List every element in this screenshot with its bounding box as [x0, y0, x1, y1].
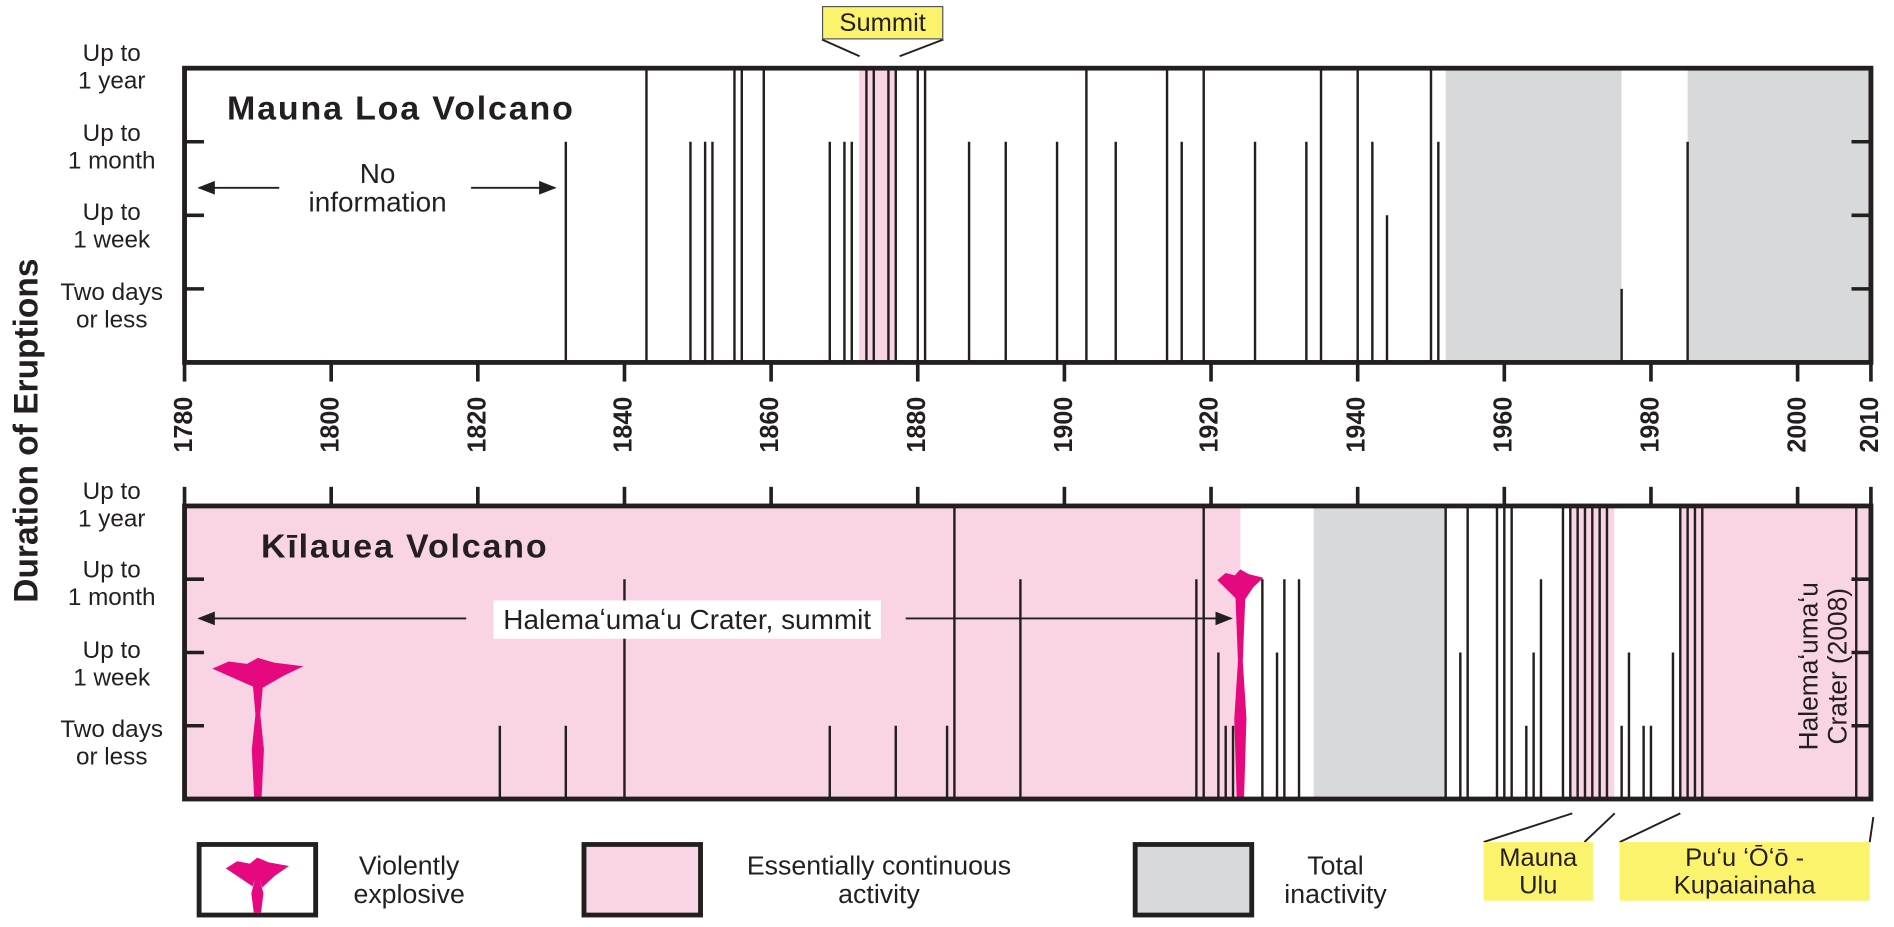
leader	[1583, 812, 1616, 843]
y-tick-label: Up to 1 year	[77, 40, 146, 95]
total-inactivity	[1313, 505, 1446, 800]
y-tick-label: Up to 1 week	[73, 636, 151, 691]
leader	[899, 38, 944, 58]
x-tick-label: 1920	[1196, 396, 1225, 453]
legend-label: Violently explosive	[353, 850, 465, 910]
y-tick-label: Up to 1 month	[67, 120, 156, 175]
y-tick-label: Up to 1 week	[73, 199, 151, 254]
explosive-eruption	[212, 657, 304, 800]
x-tick-label: 2010	[1856, 396, 1885, 453]
leader	[1483, 812, 1573, 843]
annotation: Halemaʻumaʻu Crater, summit	[493, 600, 881, 639]
x-tick-label: 1940	[1343, 396, 1372, 453]
legend-swatch	[581, 842, 703, 918]
leader	[1619, 812, 1681, 843]
leader	[1868, 816, 1875, 843]
panel-title: Mauna Loa Volcano	[227, 89, 575, 127]
callout: Summit	[821, 5, 944, 40]
leader	[821, 38, 860, 58]
callout: Mauna Ulu	[1483, 842, 1593, 901]
y-tick-label: Up to 1 month	[67, 557, 156, 612]
annotation: Halemaʻumaʻu Crater (2008)	[1793, 582, 1853, 751]
x-tick-label: 1780	[169, 396, 198, 453]
x-tick-label: 2000	[1783, 396, 1811, 453]
y-tick-label: Two days or less	[60, 279, 163, 334]
continuous-activity	[184, 505, 1241, 800]
panel-border	[182, 65, 1874, 365]
x-tick-label: 1900	[1049, 396, 1078, 453]
total-inactivity	[1687, 68, 1871, 363]
x-tick-label: 1800	[316, 396, 345, 453]
y-tick-label: Up to 1 year	[77, 478, 146, 533]
x-tick-label: 1880	[903, 396, 932, 453]
x-tick-label: 1860	[756, 396, 785, 453]
legend-plume	[225, 857, 289, 913]
x-tick-label: 1820	[463, 396, 492, 453]
explosive-eruption	[1217, 569, 1264, 800]
y-tick-label: Two days or less	[60, 716, 163, 771]
panel-title: Kīlauea Volcano	[261, 527, 549, 565]
panel-border	[182, 503, 1874, 802]
legend-label: Essentially continuous activity	[746, 850, 1012, 910]
legend-label: Total inactivity	[1284, 850, 1387, 910]
x-tick-label: 1840	[609, 396, 638, 453]
x-tick-label: 1960	[1489, 396, 1518, 453]
legend-swatch	[1132, 842, 1255, 918]
x-tick-label: 1980	[1636, 396, 1665, 453]
continuous-activity	[859, 68, 896, 363]
continuous-activity	[1680, 505, 1857, 800]
callout: Puʻu ʻŌʻō - Kupaiainaha	[1619, 842, 1870, 901]
y-axis-label: Duration of Eruptions	[7, 258, 45, 603]
annotation: No information	[308, 157, 447, 218]
total-inactivity	[1445, 68, 1622, 363]
